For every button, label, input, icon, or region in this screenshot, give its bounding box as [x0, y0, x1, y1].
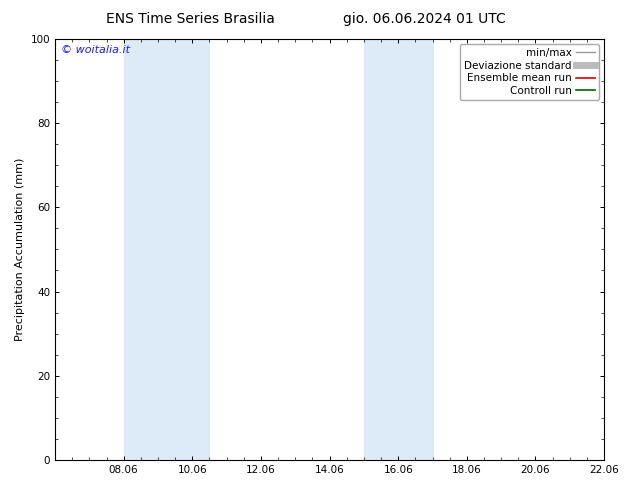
Legend: min/max, Deviazione standard, Ensemble mean run, Controll run: min/max, Deviazione standard, Ensemble m… [460, 44, 599, 100]
Bar [364, 39, 432, 460]
Bar [124, 39, 209, 460]
Text: © woitalia.it: © woitalia.it [60, 45, 129, 55]
Text: gio. 06.06.2024 01 UTC: gio. 06.06.2024 01 UTC [344, 12, 506, 26]
Y-axis label: Precipitation Accumulation (mm): Precipitation Accumulation (mm) [15, 158, 25, 341]
Text: ENS Time Series Brasilia: ENS Time Series Brasilia [106, 12, 275, 26]
